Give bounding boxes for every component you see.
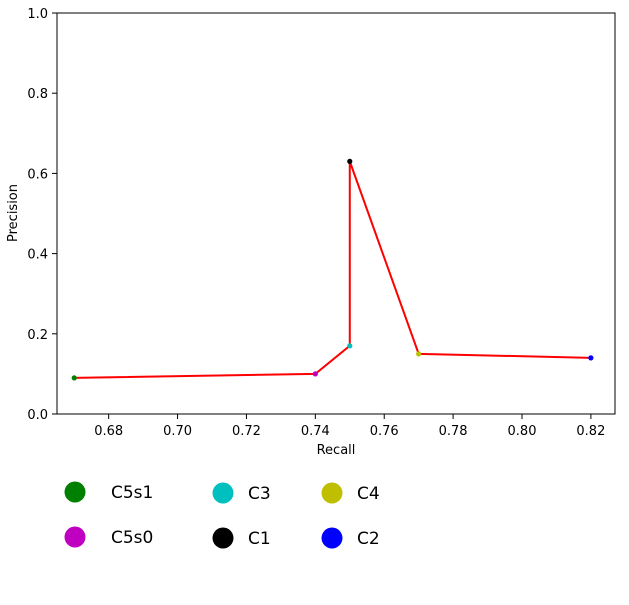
y-axis-label: Precision <box>6 184 21 242</box>
data-points-group <box>71 158 594 381</box>
data-point-c1 <box>347 158 353 164</box>
legend-marker-c3 <box>212 482 234 504</box>
y-tick-label: 0.2 <box>27 328 48 343</box>
series-line <box>74 161 591 379</box>
x-tick-label: 0.78 <box>439 424 468 439</box>
legend-label-c4: C4 <box>357 484 380 504</box>
legend-marker-c5s1 <box>64 481 86 503</box>
data-point-c5s1 <box>71 375 77 381</box>
data-point-c2 <box>588 355 594 361</box>
y-tick-label: 0.6 <box>27 167 48 182</box>
x-tick-label: 0.68 <box>94 424 123 439</box>
legend-marker-c2 <box>321 527 343 549</box>
x-tick-label: 0.70 <box>163 424 192 439</box>
legend-label-c5s0: C5s0 <box>111 528 153 548</box>
legend-marker-c4 <box>321 482 343 504</box>
plot-area-frame <box>56 12 616 415</box>
x-axis-label: Recall <box>317 443 356 458</box>
y-tick-label: 0.0 <box>27 408 48 423</box>
data-point-c4 <box>416 351 422 357</box>
x-tick-label: 0.76 <box>370 424 399 439</box>
y-tick-label: 0.4 <box>27 248 48 263</box>
data-point-c5s0 <box>312 371 318 377</box>
legend-label-c3: C3 <box>248 484 271 504</box>
x-tick-label: 0.82 <box>576 424 605 439</box>
x-tick-label: 0.74 <box>301 424 330 439</box>
legend-label-c1: C1 <box>248 529 271 549</box>
x-tick-label: 0.80 <box>508 424 537 439</box>
x-axis-ticks: 0.68 0.70 0.72 0.74 0.76 0.78 0.80 0.82 <box>94 414 605 439</box>
legend-marker-c1 <box>212 527 234 549</box>
series-line-group <box>74 161 591 379</box>
x-tick-label: 0.72 <box>232 424 261 439</box>
y-tick-label: 0.8 <box>27 87 48 102</box>
data-point-c3 <box>347 343 353 349</box>
legend-marker-c5s0 <box>64 526 86 548</box>
legend-label-c5s1: C5s1 <box>111 483 153 503</box>
legend-label-c2: C2 <box>357 529 380 549</box>
y-axis-ticks: 0.0 0.2 0.4 0.6 0.8 1.0 <box>27 7 57 423</box>
y-tick-label: 1.0 <box>27 7 48 22</box>
legend: C5s1 C3 C4 C5s0 C1 C2 <box>64 481 380 549</box>
